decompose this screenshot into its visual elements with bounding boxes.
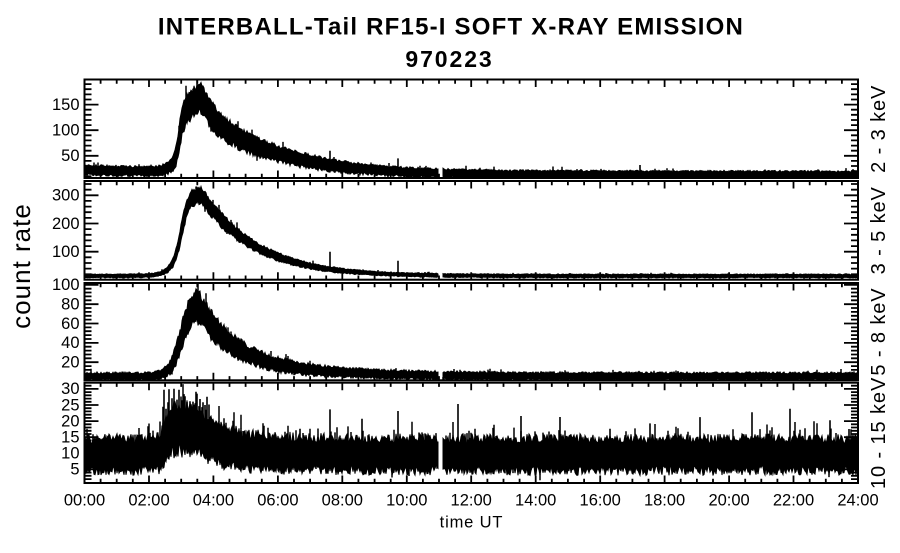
svg-text:5: 5 <box>70 461 79 479</box>
svg-text:04:00: 04:00 <box>193 492 234 510</box>
svg-text:INTERBALL-Tail RF15-I SOFT X-R: INTERBALL-Tail RF15-I SOFT X-RAY EMISSIO… <box>158 14 744 41</box>
svg-text:20: 20 <box>61 412 79 430</box>
svg-text:970223: 970223 <box>405 46 493 72</box>
svg-text:200: 200 <box>52 215 80 233</box>
svg-text:10: 10 <box>61 445 79 463</box>
svg-text:12:00: 12:00 <box>451 492 492 510</box>
svg-text:50: 50 <box>61 147 79 165</box>
svg-text:08:00: 08:00 <box>322 492 363 510</box>
svg-text:20:00: 20:00 <box>708 492 749 510</box>
svg-text:3 - 5 keV: 3 - 5 keV <box>868 186 890 274</box>
svg-text:80: 80 <box>61 295 79 313</box>
svg-text:40: 40 <box>61 334 79 352</box>
svg-text:02:00: 02:00 <box>128 492 169 510</box>
svg-text:2 - 3 keV: 2 - 3 keV <box>868 85 890 173</box>
svg-text:22:00: 22:00 <box>773 492 814 510</box>
svg-text:100: 100 <box>52 243 80 261</box>
svg-text:100: 100 <box>52 122 80 140</box>
svg-text:count rate: count rate <box>6 203 36 329</box>
svg-text:14:00: 14:00 <box>515 492 556 510</box>
svg-text:100: 100 <box>52 276 80 294</box>
svg-text:300: 300 <box>52 187 80 205</box>
svg-text:16:00: 16:00 <box>580 492 621 510</box>
svg-text:60: 60 <box>61 315 79 333</box>
svg-text:10:00: 10:00 <box>386 492 427 510</box>
svg-text:150: 150 <box>52 96 80 114</box>
svg-text:15: 15 <box>61 429 79 447</box>
svg-text:18:00: 18:00 <box>644 492 685 510</box>
svg-text:25: 25 <box>61 396 79 414</box>
svg-text:10 - 15 keV: 10 - 15 keV <box>868 377 890 489</box>
svg-text:30: 30 <box>61 380 79 398</box>
svg-text:5 - 8 keV: 5 - 8 keV <box>868 288 890 376</box>
svg-text:24:00: 24:00 <box>837 492 878 510</box>
svg-text:00:00: 00:00 <box>64 492 105 510</box>
svg-text:time UT: time UT <box>440 514 504 532</box>
svg-text:20: 20 <box>61 354 79 372</box>
svg-text:06:00: 06:00 <box>257 492 298 510</box>
